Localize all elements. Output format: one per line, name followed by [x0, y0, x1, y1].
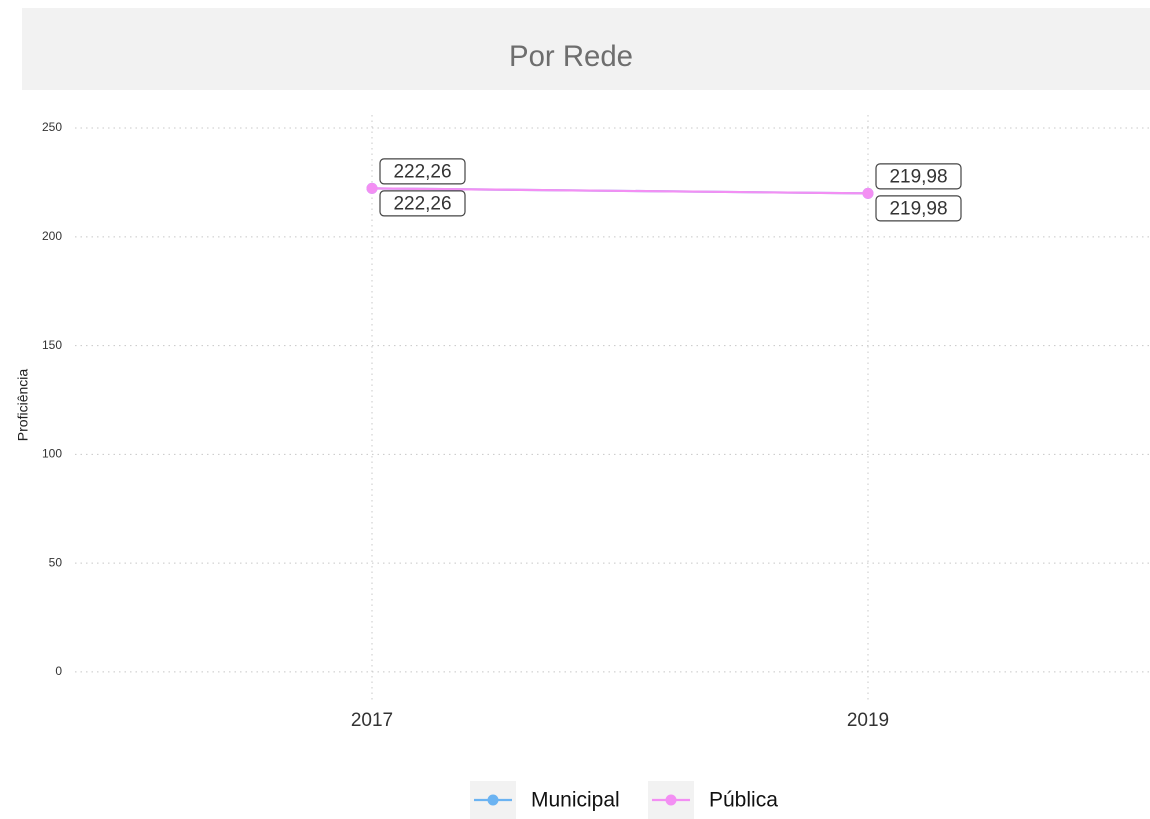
legend-key-point [665, 794, 677, 806]
y-axis-label: Proficiência [15, 369, 31, 442]
data-label: 219,98 [889, 198, 947, 219]
data-label: 219,98 [889, 166, 947, 187]
data-label: 222,26 [393, 193, 451, 214]
data-label-box [379, 190, 466, 217]
data-label: 222,26 [393, 161, 451, 182]
data-point [366, 182, 378, 194]
data-label-box [379, 158, 466, 185]
x-tick-label: 2019 [847, 710, 889, 731]
y-tick-label: 100 [42, 447, 62, 461]
data-point [862, 187, 874, 199]
x-tick-label: 2017 [351, 710, 393, 731]
legend-label: Pública [709, 789, 778, 812]
chart-title: Por Rede [509, 40, 633, 73]
y-tick-label: 150 [42, 338, 62, 352]
title-banner [22, 8, 1150, 90]
data-label-box [875, 195, 962, 222]
legend-key-point [487, 794, 499, 806]
y-tick-label: 250 [42, 120, 62, 134]
legend-label: Municipal [531, 789, 620, 812]
series-line [371, 187, 869, 195]
y-tick-label: 0 [55, 664, 62, 678]
y-tick-label: 200 [42, 229, 62, 243]
data-label-box [875, 163, 962, 190]
y-tick-label: 50 [49, 555, 63, 569]
